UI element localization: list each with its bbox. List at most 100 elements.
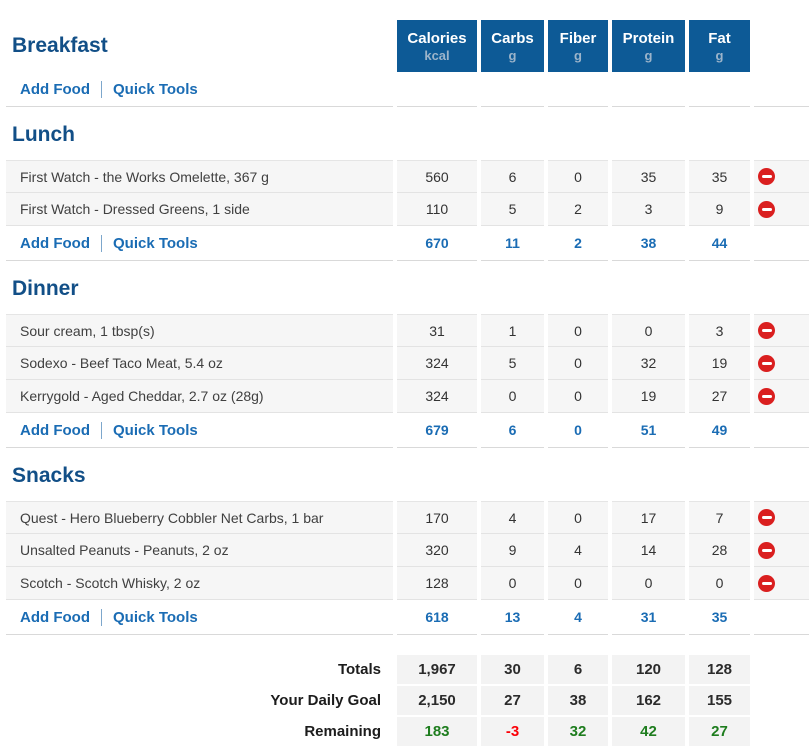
delete-food-button[interactable]	[758, 322, 775, 339]
minus-circle-icon	[758, 541, 775, 559]
delete-food-button[interactable]	[758, 509, 775, 526]
delete-food-button[interactable]	[758, 354, 775, 372]
section-total-value: 44	[689, 226, 750, 261]
summary-value: 183	[397, 717, 477, 746]
food-name: Kerrygold - Aged Cheddar, 2.7 oz (28g)	[6, 380, 393, 413]
section-total-value: 4	[548, 600, 608, 635]
food-name: Scotch - Scotch Whisky, 2 oz	[6, 567, 393, 600]
food-value: 4	[548, 534, 608, 567]
food-value: 2	[548, 193, 608, 226]
food-name: Sodexo - Beef Taco Meat, 5.4 oz	[6, 347, 393, 380]
food-name: First Watch - Dressed Greens, 1 side	[6, 193, 393, 226]
delete-food-button[interactable]	[758, 574, 775, 592]
food-value: 0	[548, 380, 608, 413]
food-value: 7	[689, 501, 750, 534]
summary-row-remaining: Remaining 183 -3 32 42 27	[6, 717, 809, 748]
food-value: 35	[689, 160, 750, 193]
add-food-row: Add Food Quick Tools 618 13 4 31 35	[6, 600, 809, 635]
add-food-link[interactable]: Add Food	[20, 80, 90, 98]
section-title: Lunch	[12, 123, 75, 146]
food-value: 19	[689, 347, 750, 380]
add-food-row: Add Food Quick Tools	[6, 72, 809, 107]
column-header-calories: Calories kcal	[397, 20, 477, 72]
column-header-row: Breakfast Calories kcal Carbs g Fiber g Protein…	[6, 20, 809, 72]
column-label: Protein	[622, 29, 675, 47]
section-total-value	[397, 72, 477, 107]
summary-value: -3	[481, 717, 544, 746]
food-value: 0	[612, 567, 685, 600]
food-value: 5	[481, 347, 544, 380]
delete-cell	[754, 380, 809, 413]
food-value: 5	[481, 193, 544, 226]
quick-tools-link[interactable]: Quick Tools	[112, 608, 198, 626]
section-total-value: 6	[481, 413, 544, 448]
daily-summary: Totals 1,967 30 6 120 128 Your Daily Goal 2,150…	[6, 655, 809, 748]
summary-value: 27	[689, 717, 750, 746]
summary-value: 120	[612, 655, 685, 684]
link-separator-icon	[100, 80, 102, 98]
food-value: 28	[689, 534, 750, 567]
section-total-value	[689, 72, 750, 107]
food-value: 6	[481, 160, 544, 193]
add-food-row: Add Food Quick Tools 679 6 0 51 49	[6, 413, 809, 448]
food-value: 560	[397, 160, 477, 193]
diary-section-breakfast: Breakfast Calories kcal Carbs g Fiber g Protein…	[6, 20, 809, 107]
column-unit: g	[644, 47, 653, 63]
column-header-carbs: Carbs g	[481, 20, 544, 72]
minus-circle-icon	[758, 574, 775, 592]
delete-cell	[754, 160, 809, 193]
food-value: 9	[481, 534, 544, 567]
food-value: 35	[612, 160, 685, 193]
add-food-link[interactable]: Add Food	[20, 234, 90, 252]
column-unit: g	[715, 47, 724, 63]
delete-food-button[interactable]	[758, 387, 775, 405]
minus-circle-icon	[758, 387, 775, 405]
food-value: 128	[397, 567, 477, 600]
food-row: First Watch - Dressed Greens, 1 side 110 5…	[6, 193, 809, 226]
summary-row-goal: Your Daily Goal 2,150 27 38 162 155	[6, 686, 809, 717]
section-total-value: 49	[689, 413, 750, 448]
food-value: 14	[612, 534, 685, 567]
link-separator-icon	[100, 608, 102, 626]
food-value: 32	[612, 347, 685, 380]
section-total-value: 38	[612, 226, 685, 261]
section-total-value: 31	[612, 600, 685, 635]
summary-value: 42	[612, 717, 685, 746]
food-value: 324	[397, 347, 477, 380]
summary-value: 155	[689, 686, 750, 715]
diary-section-dinner: Dinner Sour cream, 1 tbsp(s) 31 1 0 0 3 Sodexo …	[6, 277, 809, 448]
summary-row-totals: Totals 1,967 30 6 120 128	[6, 655, 809, 686]
delete-food-button[interactable]	[758, 200, 775, 218]
column-header-fat: Fat g	[689, 20, 750, 72]
column-label: Carbs	[491, 29, 534, 47]
column-unit: g	[508, 47, 517, 63]
quick-tools-link[interactable]: Quick Tools	[112, 421, 198, 439]
add-food-link[interactable]: Add Food	[20, 421, 90, 439]
food-row: Sour cream, 1 tbsp(s) 31 1 0 0 3	[6, 314, 809, 347]
summary-value: 2,150	[397, 686, 477, 715]
food-value: 1	[481, 314, 544, 347]
food-value: 27	[689, 380, 750, 413]
food-row: Scotch - Scotch Whisky, 2 oz 128 0 0 0 0	[6, 567, 809, 600]
add-food-row: Add Food Quick Tools 670 11 2 38 44	[6, 226, 809, 261]
diary-section-snacks: Snacks Quest - Hero Blueberry Cobbler Net…	[6, 464, 809, 635]
section-total-value	[548, 72, 608, 107]
food-value: 320	[397, 534, 477, 567]
food-value: 170	[397, 501, 477, 534]
delete-food-button[interactable]	[758, 541, 775, 559]
section-total-value: 618	[397, 600, 477, 635]
section-total-value	[612, 72, 685, 107]
section-total-value: 0	[548, 413, 608, 448]
quick-tools-link[interactable]: Quick Tools	[112, 80, 198, 98]
diary-section-lunch: Lunch First Watch - the Works Omelette, 3…	[6, 123, 809, 261]
summary-value: 128	[689, 655, 750, 684]
delete-cell	[754, 567, 809, 600]
quick-tools-link[interactable]: Quick Tools	[112, 234, 198, 252]
food-row: Kerrygold - Aged Cheddar, 2.7 oz (28g) 32…	[6, 380, 809, 413]
add-food-link[interactable]: Add Food	[20, 608, 90, 626]
food-value: 0	[548, 501, 608, 534]
section-total-value: 51	[612, 413, 685, 448]
section-total-value: 35	[689, 600, 750, 635]
section-total-value: 13	[481, 600, 544, 635]
delete-food-button[interactable]	[758, 168, 775, 185]
